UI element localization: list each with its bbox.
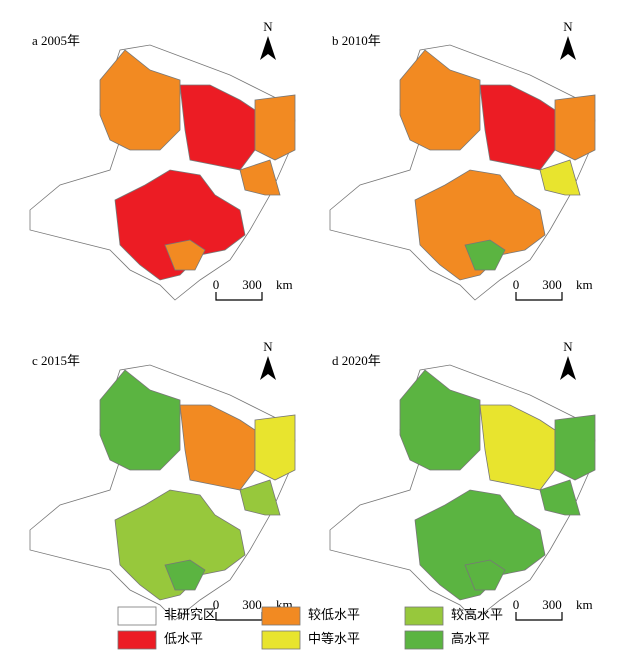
region	[179, 404, 256, 491]
map-panel: d 2020年 N 0 300 km	[329, 339, 596, 621]
scale-zero: 0	[513, 597, 520, 612]
region	[479, 404, 556, 491]
north-label: N	[263, 339, 273, 354]
region	[464, 559, 506, 591]
region	[164, 559, 206, 591]
region	[114, 169, 246, 281]
scale-unit: km	[576, 597, 593, 612]
scale-bar	[215, 292, 263, 301]
north-arrow	[260, 36, 276, 60]
region	[99, 49, 181, 151]
legend-swatch	[117, 606, 157, 626]
legend-swatch	[261, 606, 301, 626]
legend-label: 较高水平	[451, 607, 503, 622]
region	[539, 479, 581, 516]
legend-swatch	[117, 630, 157, 650]
legend-swatch	[404, 606, 444, 626]
scale-max: 300	[542, 597, 562, 612]
region	[254, 414, 296, 481]
scale-max: 300	[242, 597, 262, 612]
panel-label: d 2020年	[332, 353, 381, 368]
region	[239, 159, 281, 196]
scale-bar	[515, 612, 563, 621]
north-arrow	[560, 36, 576, 60]
region	[399, 369, 481, 471]
panel-label: b 2010年	[332, 33, 381, 48]
scale-bar	[515, 292, 563, 301]
legend-label: 非研究区	[164, 607, 216, 622]
scale-max: 300	[542, 277, 562, 292]
region	[114, 489, 246, 601]
region	[99, 369, 181, 471]
legend-label: 低水平	[164, 631, 203, 646]
panel-label: c 2015年	[32, 353, 80, 368]
scale-max: 300	[242, 277, 262, 292]
legend-label: 较低水平	[308, 607, 360, 622]
region	[254, 94, 296, 161]
region	[539, 159, 581, 196]
scale-bar	[215, 612, 263, 621]
scale-unit: km	[576, 277, 593, 292]
map-panel: b 2010年 N 0 300 km	[329, 19, 596, 301]
scale-unit: km	[276, 277, 293, 292]
map-panel: a 2005年 N 0 300 km	[29, 19, 296, 301]
north-arrow	[260, 356, 276, 380]
region	[414, 489, 546, 601]
north-arrow	[560, 356, 576, 380]
north-label: N	[563, 339, 573, 354]
panel-label: a 2005年	[32, 33, 80, 48]
scale-zero: 0	[213, 597, 220, 612]
legend-swatch	[404, 630, 444, 650]
scale-zero: 0	[213, 277, 220, 292]
region	[554, 94, 596, 161]
region	[554, 414, 596, 481]
region	[179, 84, 256, 171]
north-label: N	[263, 19, 273, 34]
scale-zero: 0	[513, 277, 520, 292]
region	[239, 479, 281, 516]
legend-swatch	[261, 630, 301, 650]
region	[464, 239, 506, 271]
region	[414, 169, 546, 281]
legend-label: 中等水平	[308, 631, 360, 646]
region	[479, 84, 556, 171]
region	[164, 239, 206, 271]
region	[399, 49, 481, 151]
legend-label: 高水平	[451, 631, 490, 646]
north-label: N	[563, 19, 573, 34]
